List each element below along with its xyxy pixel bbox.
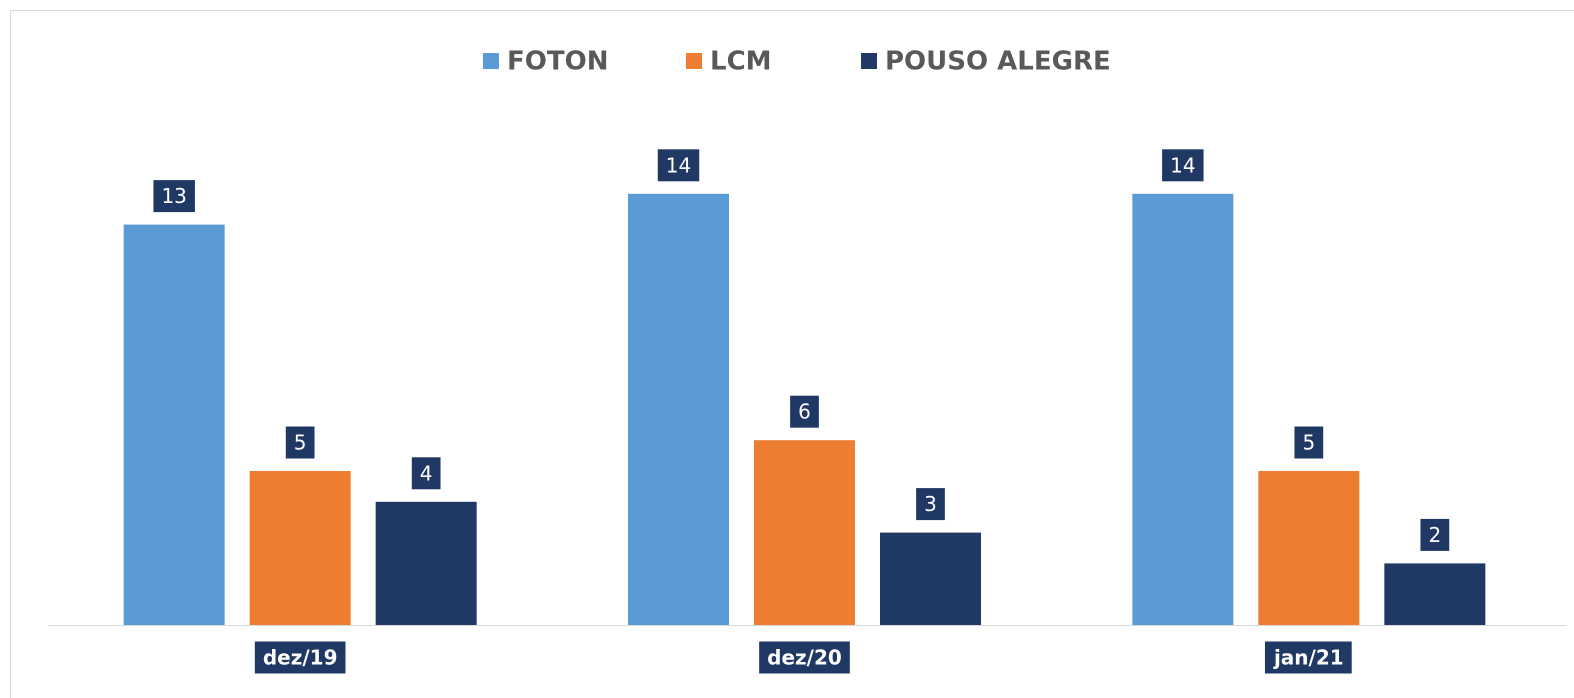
data-label-bg [411, 457, 441, 490]
data-label: 3 [924, 492, 937, 516]
data-label: 5 [1302, 431, 1315, 455]
data-label-bg [790, 395, 819, 428]
data-label-bg [916, 488, 945, 521]
legend-label: LCM [710, 47, 772, 77]
data-label-bg [1420, 518, 1450, 551]
data-label: 14 [666, 153, 691, 177]
bar [123, 224, 225, 625]
data-label: 5 [294, 431, 307, 455]
legend-swatch [483, 53, 499, 69]
bar [754, 440, 855, 625]
data-label-bg [153, 180, 195, 213]
data-label: 13 [161, 184, 186, 208]
x-tick-label-bg [254, 641, 346, 674]
bar [628, 193, 729, 626]
x-tick-label-bg [1264, 641, 1352, 674]
data-label-bg [1294, 426, 1324, 459]
x-tick-label: dez/20 [767, 646, 842, 670]
data-label-bg [285, 426, 315, 459]
data-label-bg [657, 149, 700, 182]
bar [375, 501, 477, 625]
bar [1258, 471, 1360, 625]
data-label: 6 [798, 400, 811, 424]
bar [1132, 193, 1234, 626]
x-tick-label-bg [759, 641, 850, 674]
legend-label: POUSO ALEGRE [885, 47, 1111, 77]
bar [1384, 563, 1486, 625]
legend-swatch [861, 53, 877, 69]
legend-label: FOTON [507, 47, 608, 77]
data-label: 2 [1428, 523, 1441, 547]
x-tick-label: jan/21 [1273, 646, 1344, 670]
data-label: 14 [1170, 153, 1195, 177]
bar [880, 532, 981, 625]
data-label-bg [1162, 149, 1204, 182]
x-tick-label: dez/19 [263, 646, 338, 670]
legend-swatch [686, 53, 702, 69]
bar [249, 471, 351, 625]
data-label: 4 [420, 461, 433, 485]
